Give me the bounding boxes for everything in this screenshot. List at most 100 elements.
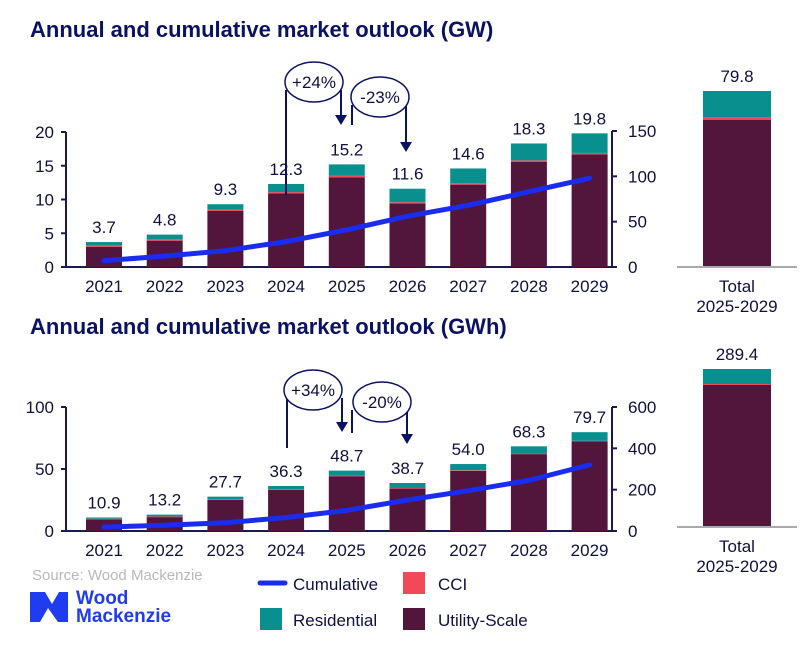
bar-residential-2029: [571, 432, 608, 441]
left-tick-label: 0: [45, 522, 54, 541]
bar-residential-2029: [571, 133, 608, 153]
right-tick-label: 400: [628, 439, 656, 458]
x-tick-label-2021: 2021: [85, 277, 123, 296]
bar-cci-2028: [510, 160, 547, 162]
left-tick-label: 100: [26, 398, 54, 417]
x-tick-label-2027: 2027: [449, 541, 487, 560]
wood-mackenzie-logo: Wood Mackenzie: [30, 588, 171, 627]
bar-residential-2022: [146, 514, 183, 517]
x-tick-label-2028: 2028: [510, 541, 548, 560]
bar-utility-scale-2025: [328, 177, 365, 267]
bar-residential-2023: [207, 204, 244, 210]
bar-cci-2021: [86, 245, 122, 247]
bar-cci-2022: [146, 239, 183, 241]
bar-residential-2027: [450, 168, 487, 184]
annotation-bubble: [352, 381, 412, 423]
bar-residential-2024: [268, 485, 305, 490]
total-label-2027: 14.6: [452, 144, 485, 163]
total-bar-residential: [703, 369, 771, 385]
annotation-label: +24%: [292, 73, 336, 92]
total-label-2023: 9.3: [214, 180, 238, 199]
x-tick-label-2029: 2029: [571, 541, 609, 560]
bar-cci-2026: [389, 487, 426, 489]
cumulative-line: [101, 462, 593, 530]
x-tick-label-2024: 2024: [267, 541, 305, 560]
arrow-down-icon: [401, 434, 413, 444]
bar-cci-2027: [450, 183, 487, 185]
left-tick-label: 20: [35, 123, 54, 142]
bar-utility-scale-2029: [571, 441, 608, 531]
logo-text-line1: Wood: [76, 588, 128, 609]
legend-residential-swatch: [260, 608, 282, 630]
bar-cci-2025: [328, 175, 365, 178]
total-label-2026: 11.6: [392, 165, 424, 184]
left-tick-label: 50: [35, 460, 54, 479]
bar-utility-scale-2024: [268, 489, 305, 531]
bar-cci-2029: [571, 440, 608, 442]
bar-utility-scale-2024: [268, 193, 305, 267]
bar-residential-2023: [207, 496, 244, 500]
total-label-2027: 54.0: [452, 440, 485, 459]
bar-utility-scale-2026: [389, 488, 426, 531]
x-tick-label-2024: 2024: [267, 277, 305, 296]
total-label-2028: 18.3: [512, 119, 545, 138]
total-bar-value: 289.4: [716, 345, 759, 364]
annotation-bubble: [283, 369, 343, 411]
bar-residential-2021: [86, 242, 122, 246]
legend: Cumulative CCI Residential Utility-Scale: [257, 572, 528, 630]
chart-gwh: 0 50 100 0 200 400 600 10.9 2021 13.2 2022 27.7 2023…: [26, 345, 797, 576]
total-bar-residential: [703, 91, 771, 118]
bar-utility-scale-2028: [510, 454, 547, 531]
total-bar-utility-scale: [703, 384, 771, 527]
total-label-2025: 48.7: [330, 447, 363, 466]
bar-utility-scale-2029: [571, 154, 608, 267]
bar-utility-scale-2027: [450, 470, 487, 531]
total-bar-label-line2: 2025-2029: [696, 297, 777, 316]
legend-utility-label: Utility-Scale: [438, 611, 528, 630]
source-note: Source: Wood Mackenzie: [32, 567, 203, 584]
bar-utility-scale-2025: [328, 476, 365, 531]
arrow-down-icon: [335, 115, 347, 125]
right-tick-label: 600: [628, 398, 656, 417]
bar-cci-2028: [510, 453, 547, 455]
bar-cci-2021: [86, 518, 122, 520]
total-label-2023: 27.7: [209, 473, 242, 492]
x-tick-label-2022: 2022: [146, 541, 184, 560]
bar-cci-2029: [571, 152, 608, 155]
bar-residential-2021: [86, 517, 122, 519]
chart-title-gwh: Annual and cumulative market outlook (GW…: [30, 314, 507, 339]
annotation-label: -20%: [362, 393, 402, 412]
bar-residential-2028: [510, 446, 547, 454]
total-label-2029: 19.8: [573, 109, 606, 128]
annotation-label: -23%: [360, 88, 400, 107]
logo-mark-icon: [30, 592, 68, 622]
bar-residential-2026: [389, 188, 426, 203]
bar-residential-2027: [450, 464, 487, 471]
right-tick-label: 100: [628, 167, 656, 186]
bar-cci-2024: [268, 489, 305, 490]
bar-cci-2023: [207, 209, 244, 211]
x-tick-label-2026: 2026: [389, 541, 427, 560]
bar-utility-scale-2023: [207, 210, 244, 267]
total-bar-utility-scale: [703, 119, 771, 267]
x-tick-label-2026: 2026: [389, 277, 427, 296]
legend-residential-label: Residential: [293, 611, 377, 630]
legend-utility-swatch: [403, 608, 425, 630]
x-tick-label-2025: 2025: [328, 541, 366, 560]
bar-residential-2025: [328, 470, 365, 476]
total-label-2024: 36.3: [270, 462, 303, 481]
bar-cci-2025: [328, 475, 365, 477]
right-tick-label: 200: [628, 481, 656, 500]
total-label-2029: 79.7: [573, 408, 606, 427]
x-tick-label-2022: 2022: [146, 277, 184, 296]
bar-utility-scale-2023: [207, 499, 244, 531]
total-label-2022: 13.2: [148, 491, 181, 510]
bar-utility-scale-2027: [450, 184, 487, 267]
right-tick-label: 150: [628, 122, 656, 141]
bar-residential-2022: [146, 234, 183, 240]
cumulative-line: [101, 175, 593, 264]
logo-text-line2: Mackenzie: [76, 606, 171, 627]
x-tick-label-2023: 2023: [206, 277, 244, 296]
bar-cci-2026: [389, 202, 426, 204]
